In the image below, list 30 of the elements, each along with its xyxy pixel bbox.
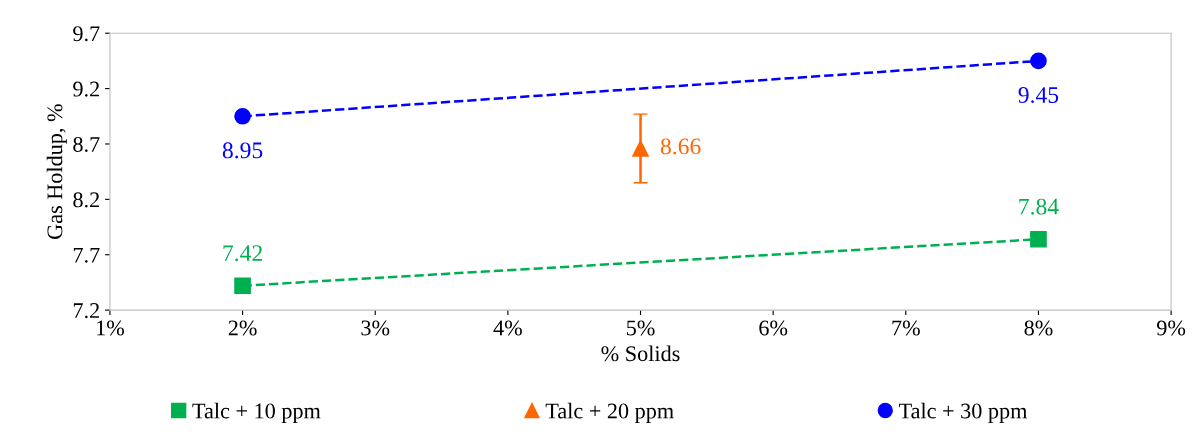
data-label: 7.84 [1019, 198, 1059, 215]
x-tick-label: 9% [1157, 320, 1186, 336]
x-tick-label: 2% [228, 320, 257, 336]
x-tick-label: 1% [97, 320, 124, 336]
legend-label: Talc + 30 ppm [898, 402, 1028, 423]
point [1030, 52, 1047, 70]
y-tick-label: 7.7 [73, 247, 100, 263]
x-tick-label: 7% [892, 320, 920, 336]
point [234, 277, 251, 295]
y-tick-label: 7.2 [73, 303, 99, 319]
data-label: 7.42 [223, 245, 262, 262]
data-label: 9.45 [1018, 87, 1059, 104]
x-axis-title: % Solids [601, 345, 680, 362]
x-tick-label: 4% [493, 320, 522, 336]
point [632, 140, 649, 157]
legend-label: Talc + 10 ppm [192, 402, 321, 423]
point [1030, 230, 1047, 248]
y-tick-label: 9.7 [73, 26, 100, 42]
y-tick-label: 8.7 [73, 136, 100, 152]
x-tick-label: 3% [361, 320, 390, 336]
x-tick-label: 6% [759, 320, 788, 336]
y-tick-label: 8.2 [73, 192, 99, 208]
data-label: 8.95 [222, 142, 263, 159]
y-axis-title: Gas Holdup, % [46, 104, 67, 239]
point [234, 107, 251, 125]
x-tick-label: 5% [627, 320, 655, 336]
legend-label: Talc + 20 ppm [545, 402, 674, 423]
y-tick-label: 9.2 [73, 81, 99, 97]
data-label: 8.66 [660, 138, 701, 155]
x-tick-label: 8% [1024, 320, 1053, 336]
